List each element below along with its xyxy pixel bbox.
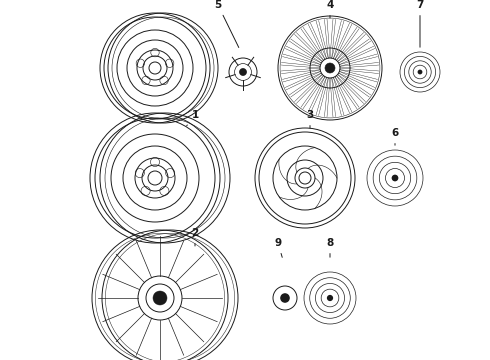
Circle shape bbox=[240, 68, 246, 76]
Circle shape bbox=[417, 69, 422, 75]
Text: 4: 4 bbox=[326, 0, 334, 18]
Text: 8: 8 bbox=[326, 238, 334, 257]
Text: 2: 2 bbox=[192, 228, 198, 246]
Text: 5: 5 bbox=[214, 0, 239, 48]
Circle shape bbox=[153, 291, 167, 305]
Circle shape bbox=[327, 295, 333, 301]
Text: 6: 6 bbox=[392, 128, 399, 145]
Circle shape bbox=[325, 63, 335, 73]
Text: 9: 9 bbox=[274, 238, 282, 257]
Circle shape bbox=[392, 175, 398, 181]
Circle shape bbox=[280, 293, 290, 303]
Text: 1: 1 bbox=[187, 110, 198, 126]
Text: 3: 3 bbox=[306, 110, 314, 128]
Text: 7: 7 bbox=[416, 0, 424, 47]
